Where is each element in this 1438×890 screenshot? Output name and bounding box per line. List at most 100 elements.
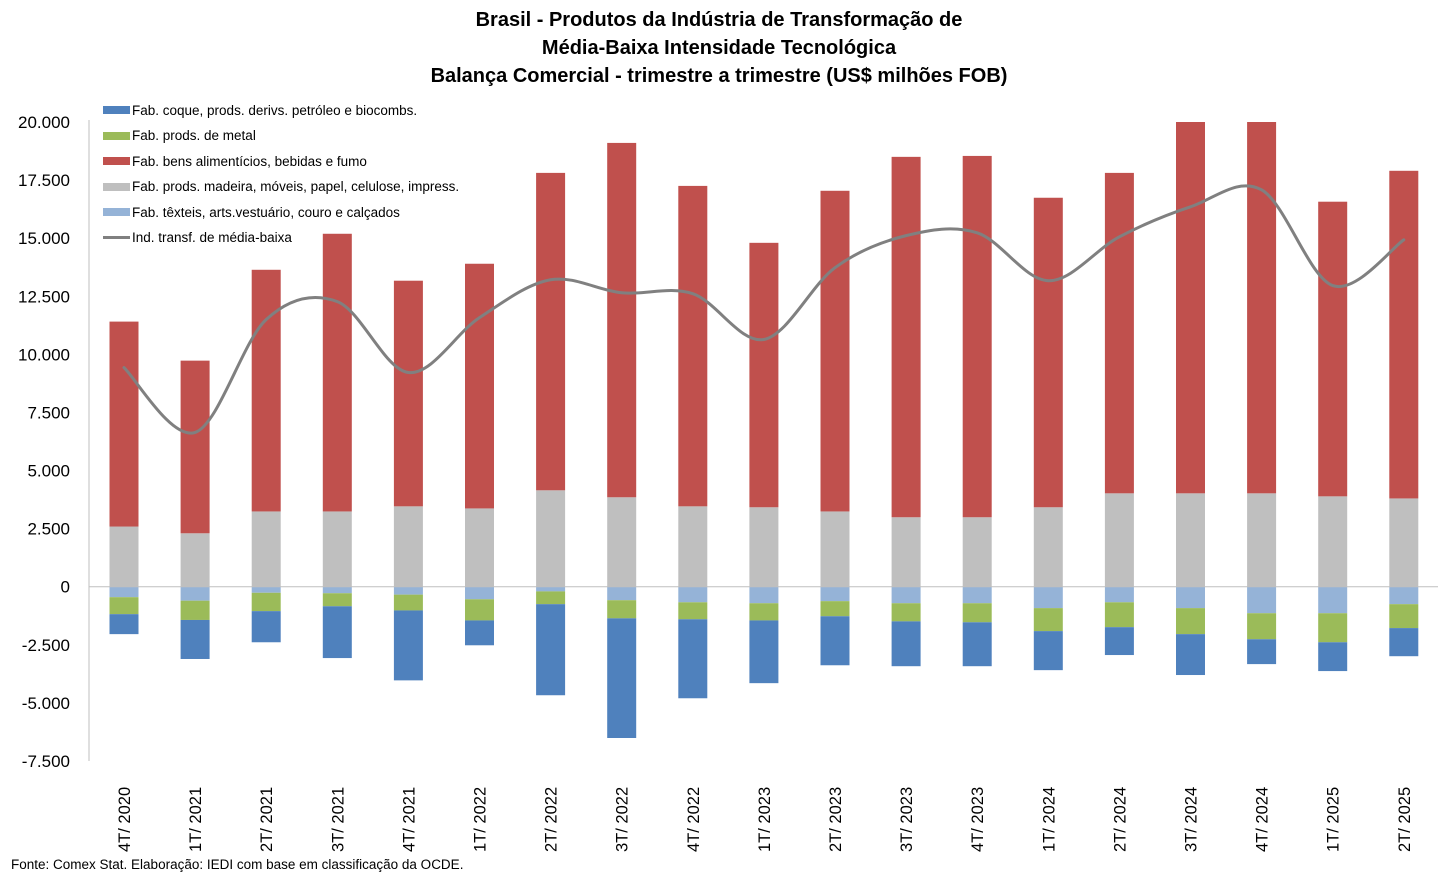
bar-segment-metal (749, 603, 779, 621)
chart-title-line-1: Brasil - Produtos da Indústria de Transf… (475, 9, 963, 31)
x-tick-label: 3T/ 2024 (1183, 787, 1201, 852)
bar-segment-alimenticios (1033, 197, 1063, 508)
x-tick-label: 4T/ 2023 (969, 787, 987, 852)
bar-segment-coque (962, 622, 992, 667)
legend-label-metal: Fab. prods. de metal (132, 128, 256, 143)
chart-title-line-2: Média-Baixa Intensidade Tecnológica (541, 37, 897, 59)
line-series-media-baixa (122, 184, 1406, 435)
chart-title: Brasil - Produtos da Indústria de Transf… (0, 6, 1438, 90)
bar-segment-texteis (1247, 586, 1277, 614)
bar-segment-coque (251, 611, 281, 643)
bar-segment-metal (1033, 608, 1063, 632)
legend-swatch-media-baixa (103, 236, 130, 239)
bar-segment-metal (1176, 608, 1205, 635)
bar-segment-metal (820, 601, 850, 617)
x-tick-label: 1T/ 2025 (1325, 787, 1343, 852)
bar-segment-texteis (962, 586, 992, 604)
bar-segment-madeira (393, 506, 423, 587)
bar-segment-alimenticios (1389, 170, 1419, 499)
x-tick-label: 4T/ 2021 (400, 787, 418, 852)
bar-segment-metal (607, 600, 637, 619)
legend-item-texteis: Fab. têxteis, arts.vestuário, couro e ca… (103, 202, 400, 222)
bar-segment-alimenticios (962, 155, 992, 518)
legend-item-media-baixa: Ind. transf. de média-baixa (103, 228, 292, 248)
bar-segment-madeira (607, 497, 637, 587)
bar-segment-texteis (749, 586, 779, 604)
bar-segment-madeira (109, 526, 139, 587)
bar-segment-coque (820, 616, 850, 666)
bar-segment-alimenticios (251, 269, 281, 512)
bar-segment-metal (180, 600, 210, 620)
legend-swatch-coque (103, 106, 130, 114)
x-tick-label: 2T/ 2024 (1111, 787, 1129, 852)
bar-segment-alimenticios (393, 280, 423, 507)
y-tick-label: -7.500 (22, 752, 70, 771)
bar-segment-coque (180, 619, 210, 659)
legend-label-alimenticios: Fab. bens alimentícios, bebidas e fumo (132, 153, 367, 169)
bar-segment-alimenticios (180, 360, 210, 534)
bar-segment-metal (251, 592, 281, 612)
x-tick-label: 4T/ 2022 (685, 787, 703, 852)
legend-item-metal: Fab. prods. de metal (103, 126, 256, 146)
bar-segment-texteis (251, 586, 281, 593)
legend-swatch-metal (103, 131, 130, 140)
legend-label-coque: Fab. coque, prods. derivs. petróleo e bi… (132, 102, 418, 118)
bar-segment-coque (1104, 627, 1134, 656)
bar-segment-metal (1389, 604, 1419, 629)
x-tick-label: 3T/ 2021 (329, 787, 347, 852)
chart-title-line-3: Balança Comercial - trimestre a trimestr… (430, 65, 1008, 87)
legend-label-texteis: Fab. têxteis, arts.vestuário, couro e ca… (132, 204, 400, 220)
bar-segment-metal (465, 599, 494, 621)
x-tick-label: 4T/ 2024 (1254, 787, 1272, 852)
legend-label-madeira: Fab. prods. madeira, móveis, papel, celu… (132, 179, 460, 194)
bar-segment-coque (1033, 631, 1063, 671)
bar-segment-metal (322, 593, 352, 607)
legend-item-madeira: Fab. prods. madeira, móveis, papel, celu… (103, 177, 459, 197)
y-tick-label: 12.500 (18, 287, 70, 306)
bar-segment-madeira (891, 517, 921, 587)
bar-segment-madeira (1247, 493, 1277, 587)
y-tick-label: -2.500 (22, 636, 70, 655)
legend-swatch-texteis (103, 208, 130, 216)
x-tick-label: 1T/ 2021 (187, 787, 205, 852)
bar-segment-madeira (251, 511, 281, 587)
bar-segment-madeira (678, 506, 708, 587)
y-tick-label: 7.500 (27, 403, 70, 422)
bar-segment-texteis (1104, 586, 1134, 603)
bar-segment-metal (1104, 602, 1134, 628)
legend-item-alimenticios: Fab. bens alimentícios, bebidas e fumo (103, 151, 367, 171)
bar-segment-alimenticios (1104, 172, 1134, 494)
bar-segment-metal (536, 591, 566, 605)
bar-segment-texteis (322, 586, 352, 594)
bar-segment-madeira (820, 511, 850, 587)
bar-segment-metal (678, 602, 708, 620)
bar-segment-coque (109, 614, 139, 635)
legend-swatch-madeira (103, 182, 130, 191)
y-tick-label: 15.000 (18, 229, 70, 248)
bar-segment-texteis (465, 586, 494, 600)
bar-segment-alimenticios (1318, 201, 1348, 497)
legend-item-coque: Fab. coque, prods. derivs. petróleo e bi… (103, 100, 417, 120)
bar-segment-madeira (322, 511, 352, 587)
bar-segment-alimenticios (607, 142, 637, 498)
bar-segment-coque (1389, 628, 1419, 657)
x-tick-label: 1T/ 2023 (756, 787, 774, 852)
bar-segment-metal (1318, 613, 1348, 643)
bar-segment-coque (678, 619, 708, 699)
bar-segment-madeira (465, 508, 494, 587)
y-tick-label: -5.000 (22, 694, 70, 713)
bar-segment-texteis (180, 586, 210, 601)
x-tick-label: 2T/ 2022 (543, 787, 561, 852)
bar-segment-alimenticios (749, 242, 779, 508)
x-tick-label: 1T/ 2022 (472, 787, 490, 852)
bar-segment-texteis (891, 586, 921, 604)
legend-swatch-alimenticios (103, 157, 130, 165)
bar-segment-metal (109, 597, 139, 615)
bar-segment-alimenticios (820, 190, 850, 512)
x-tick-label: 2T/ 2023 (827, 787, 845, 852)
bar-segment-alimenticios (1247, 122, 1277, 494)
x-tick-label: 3T/ 2023 (898, 787, 916, 852)
x-tick-label: 4T/ 2020 (116, 787, 134, 852)
bar-segment-alimenticios (465, 263, 494, 509)
